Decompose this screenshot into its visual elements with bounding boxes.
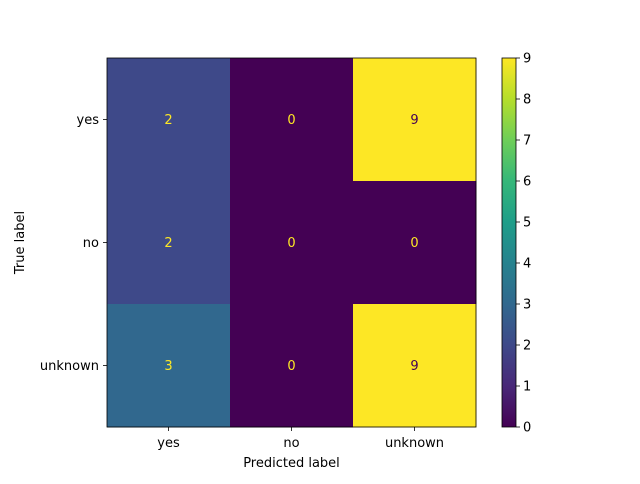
colorbar-tick-label: 2 (523, 339, 531, 354)
y-tick-label: yes (77, 113, 100, 128)
heatmap-cell-labels: 2 0 9 2 0 0 3 0 9 (164, 113, 418, 374)
heatmap-cell (107, 304, 231, 428)
cell-value-label: 2 (164, 236, 172, 251)
axis-ticks: yes no unknown yes no unknown (40, 113, 444, 451)
heatmap-cell (353, 304, 477, 428)
x-tick-label: no (283, 436, 299, 451)
colorbar-tick-label: 1 (523, 380, 531, 395)
cell-value-label: 0 (287, 113, 295, 128)
y-tick-label: unknown (40, 359, 99, 374)
cell-value-label: 3 (164, 359, 172, 374)
colorbar-tick-label: 6 (523, 175, 531, 190)
colorbar-tick-label: 8 (523, 93, 531, 108)
x-tick-label: yes (157, 436, 180, 451)
cell-value-label: 0 (410, 236, 418, 251)
heatmap-cell (230, 304, 354, 428)
cell-value-label: 0 (287, 236, 295, 251)
colorbar-tick-label: 7 (523, 134, 531, 149)
colorbar-tick-label: 0 (523, 421, 531, 436)
colorbar-tick-label: 3 (523, 298, 531, 313)
cell-value-label: 0 (287, 359, 295, 374)
heatmap-cell (230, 58, 354, 182)
heatmap-cells (107, 58, 477, 428)
x-axis-label: Predicted label (243, 456, 340, 471)
heatmap-cell (107, 58, 231, 182)
cell-value-label: 9 (410, 359, 418, 374)
cell-value-label: 2 (164, 113, 172, 128)
colorbar: 0 1 2 3 4 5 6 7 8 9 (501, 52, 531, 436)
heatmap-cell (353, 58, 477, 182)
colorbar-gradient (501, 57, 517, 428)
colorbar-tick-label: 4 (523, 257, 531, 272)
y-tick-label: no (83, 236, 99, 251)
heatmap-cell (230, 181, 354, 305)
colorbar-tick-label: 9 (523, 52, 531, 67)
x-tick-label: unknown (385, 436, 444, 451)
colorbar-tick-label: 5 (523, 216, 531, 231)
heatmap-cell (353, 181, 477, 305)
y-axis-label: True label (13, 211, 28, 275)
heatmap-cell (107, 181, 231, 305)
cell-value-label: 9 (410, 113, 418, 128)
